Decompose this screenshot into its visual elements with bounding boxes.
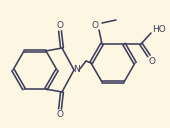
Text: N: N — [73, 66, 79, 74]
Text: O: O — [149, 56, 156, 66]
Text: HO: HO — [152, 24, 166, 34]
Text: O: O — [56, 21, 64, 30]
Text: O: O — [56, 110, 64, 119]
Text: O: O — [91, 22, 98, 30]
